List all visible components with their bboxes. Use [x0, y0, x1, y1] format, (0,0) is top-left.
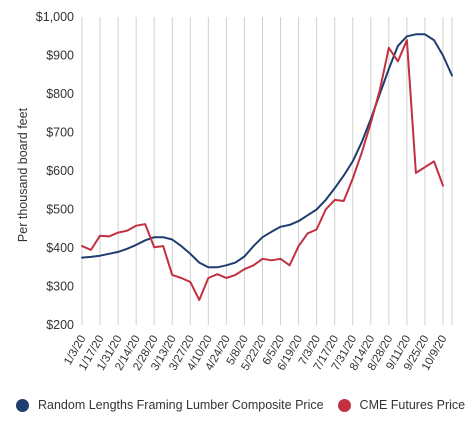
- series-line-composite: [81, 33, 453, 269]
- legend-swatch-composite: [16, 398, 29, 412]
- legend-swatch-cme: [337, 398, 351, 412]
- y-axis-label: Per thousand board feet: [16, 107, 30, 242]
- legend: Random Lengths Framing Lumber Composite …: [16, 398, 465, 412]
- y-tick-label: $900: [46, 49, 74, 63]
- y-tick-label: $200: [46, 318, 74, 332]
- series-lines: [81, 33, 453, 301]
- x-axis-ticks: 1/3/201/17/201/31/202/14/202/28/203/13/2…: [62, 334, 449, 373]
- y-tick-label: $300: [46, 280, 74, 294]
- y-axis-ticks: $200 $300 $400 $500 $600 $700 $800 $900 $1,000: [36, 10, 74, 332]
- legend-label-composite: Random Lengths Framing Lumber Composite …: [38, 398, 324, 412]
- legend-label-cme: CME Futures Price: [359, 398, 466, 412]
- legend-item-composite: Random Lengths Framing Lumber Composite …: [16, 398, 324, 412]
- gridlines: [81, 17, 453, 325]
- line-chart: $200 $300 $400 $500 $600 $700 $800 $900 $1,000 1…: [16, 10, 453, 373]
- y-tick-label: $500: [46, 203, 74, 217]
- y-tick-label: $1,000: [36, 10, 74, 24]
- y-tick-label: $600: [46, 164, 74, 178]
- y-tick-label: $400: [46, 241, 74, 255]
- y-tick-label: $700: [46, 126, 74, 140]
- series-line-cme: [81, 39, 444, 301]
- y-tick-label: $800: [46, 87, 74, 101]
- legend-item-cme: CME Futures Price: [337, 398, 466, 412]
